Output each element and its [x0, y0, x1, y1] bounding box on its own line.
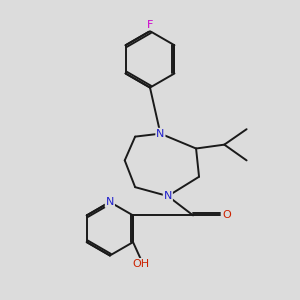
Text: OH: OH	[132, 259, 149, 269]
Text: F: F	[147, 20, 153, 30]
Text: O: O	[222, 210, 231, 220]
Text: N: N	[164, 191, 172, 201]
Text: N: N	[156, 129, 165, 139]
Text: N: N	[106, 197, 114, 207]
